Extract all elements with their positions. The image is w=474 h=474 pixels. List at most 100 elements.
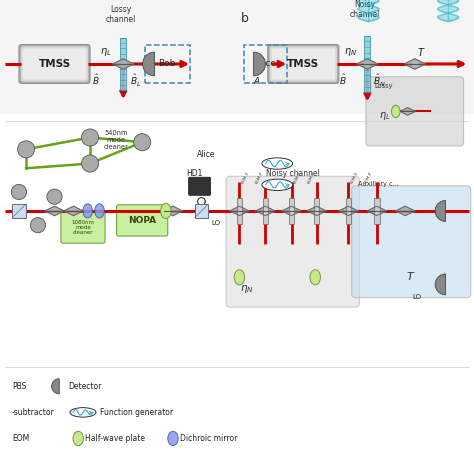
- Text: Half-wave plate: Half-wave plate: [85, 434, 146, 443]
- Text: Bob: Bob: [158, 60, 176, 68]
- FancyBboxPatch shape: [289, 198, 294, 224]
- FancyBboxPatch shape: [352, 186, 471, 298]
- FancyBboxPatch shape: [268, 45, 339, 83]
- Text: Noisy
channel: Noisy channel: [350, 0, 380, 19]
- FancyBboxPatch shape: [314, 198, 319, 224]
- Text: $\hat{A}$: $\hat{A}$: [253, 73, 261, 87]
- Circle shape: [11, 184, 27, 200]
- Polygon shape: [396, 206, 415, 216]
- Text: $T$: $T$: [406, 270, 416, 282]
- Bar: [12, 204, 26, 218]
- Polygon shape: [256, 206, 275, 216]
- FancyBboxPatch shape: [346, 198, 351, 224]
- FancyBboxPatch shape: [237, 198, 242, 224]
- Text: EOM-P: EOM-P: [307, 171, 317, 185]
- Text: EOM: EOM: [12, 434, 29, 443]
- Ellipse shape: [95, 204, 104, 218]
- Polygon shape: [404, 59, 425, 69]
- Text: LO: LO: [413, 294, 421, 300]
- Polygon shape: [400, 108, 415, 115]
- Text: b: b: [241, 12, 249, 25]
- Ellipse shape: [262, 179, 292, 191]
- Polygon shape: [357, 59, 378, 69]
- Text: 540nm
mode
cleaner: 540nm mode cleaner: [104, 130, 128, 150]
- Ellipse shape: [310, 270, 320, 285]
- FancyBboxPatch shape: [366, 77, 464, 146]
- Text: Noisy channel: Noisy channel: [266, 169, 319, 178]
- FancyBboxPatch shape: [19, 45, 90, 83]
- Text: EOM-P: EOM-P: [364, 171, 374, 185]
- Text: EOM-X: EOM-X: [241, 171, 250, 185]
- Text: $\hat{B}$: $\hat{B}$: [92, 73, 100, 87]
- Text: Alice: Alice: [197, 150, 216, 159]
- Polygon shape: [307, 206, 326, 216]
- Text: Lossy
channel: Lossy channel: [106, 5, 136, 24]
- Wedge shape: [254, 52, 265, 76]
- Bar: [195, 204, 208, 218]
- Text: $\hat{B}_N$: $\hat{B}_N$: [373, 73, 386, 89]
- FancyBboxPatch shape: [270, 46, 337, 82]
- FancyBboxPatch shape: [189, 177, 210, 195]
- Text: LO: LO: [211, 220, 220, 227]
- Polygon shape: [230, 206, 249, 216]
- Text: Auxiliary c...: Auxiliary c...: [358, 181, 399, 187]
- FancyBboxPatch shape: [226, 176, 359, 307]
- FancyBboxPatch shape: [263, 198, 268, 224]
- Polygon shape: [282, 206, 301, 216]
- FancyBboxPatch shape: [23, 48, 86, 80]
- Ellipse shape: [73, 431, 83, 446]
- FancyBboxPatch shape: [61, 212, 105, 243]
- Text: Dichroic mirror: Dichroic mirror: [180, 434, 237, 443]
- FancyBboxPatch shape: [374, 198, 380, 224]
- Ellipse shape: [168, 431, 178, 446]
- Bar: [145, 45, 190, 83]
- Text: TMSS: TMSS: [287, 59, 319, 69]
- Circle shape: [134, 134, 151, 151]
- Circle shape: [47, 189, 62, 204]
- Text: 1080nm
mode
cleaner: 1080nm mode cleaner: [72, 219, 94, 236]
- FancyBboxPatch shape: [21, 46, 88, 82]
- Circle shape: [30, 218, 46, 233]
- Wedge shape: [143, 52, 155, 76]
- Text: Lossy: Lossy: [374, 83, 393, 89]
- Text: EOM-X: EOM-X: [350, 171, 359, 185]
- Polygon shape: [113, 59, 134, 69]
- Text: TMSS: TMSS: [38, 59, 71, 69]
- Text: -subtractor: -subtractor: [12, 408, 55, 417]
- Text: $\hat{B}$: $\hat{B}$: [339, 73, 346, 87]
- Text: $\eta_L$: $\eta_L$: [379, 110, 391, 122]
- Text: PBS: PBS: [12, 382, 26, 391]
- Text: $\hat{B}_L$: $\hat{B}_L$: [130, 73, 142, 89]
- Polygon shape: [64, 206, 83, 216]
- Ellipse shape: [262, 158, 292, 169]
- Polygon shape: [367, 206, 386, 216]
- Text: Alice: Alice: [255, 60, 276, 68]
- Text: $\eta_N$: $\eta_N$: [344, 46, 357, 58]
- Circle shape: [18, 141, 35, 158]
- Circle shape: [82, 129, 99, 146]
- Wedge shape: [435, 274, 446, 295]
- Text: Function generator: Function generator: [100, 408, 173, 417]
- FancyBboxPatch shape: [117, 205, 168, 236]
- Bar: [365, 36, 371, 92]
- Text: $\eta_N$: $\eta_N$: [239, 283, 254, 295]
- Wedge shape: [435, 201, 446, 221]
- Ellipse shape: [392, 105, 400, 118]
- FancyBboxPatch shape: [272, 48, 335, 80]
- Text: $T$: $T$: [417, 46, 426, 58]
- Text: NOPA: NOPA: [128, 216, 156, 225]
- Polygon shape: [164, 206, 182, 216]
- Polygon shape: [45, 206, 64, 216]
- Wedge shape: [52, 379, 59, 394]
- Bar: [244, 45, 287, 83]
- Text: EOM-P: EOM-P: [255, 171, 264, 185]
- Text: HD1: HD1: [186, 169, 202, 178]
- Text: Detector: Detector: [69, 382, 102, 391]
- Ellipse shape: [83, 204, 92, 218]
- Text: EOM-X: EOM-X: [293, 171, 302, 185]
- Bar: [120, 38, 126, 90]
- Circle shape: [82, 155, 99, 172]
- Polygon shape: [339, 206, 358, 216]
- Ellipse shape: [161, 203, 171, 219]
- Ellipse shape: [234, 270, 245, 285]
